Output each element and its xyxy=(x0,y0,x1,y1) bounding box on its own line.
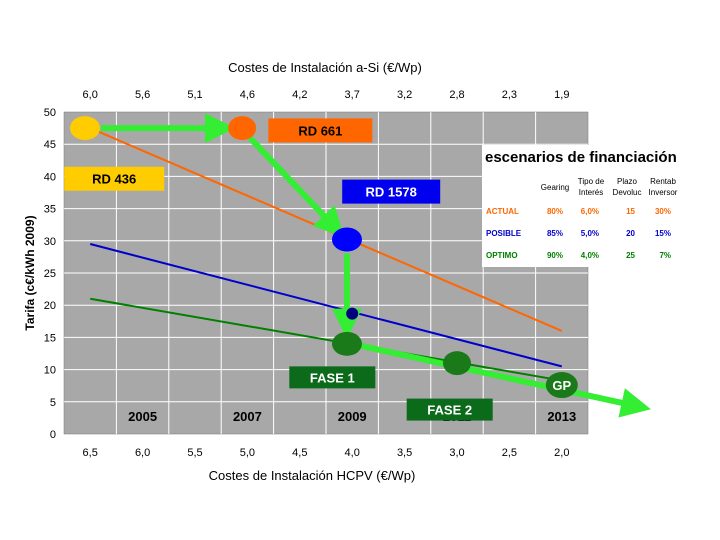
y-tick-labels: 0 5 10 15 20 25 30 35 40 45 50 xyxy=(44,107,56,441)
path-arrow-fase1-beyond xyxy=(360,342,651,418)
y-tick-label: 20 xyxy=(44,300,56,312)
label-text: RD 661 xyxy=(298,123,342,138)
scenarios-cell: 4,0% xyxy=(581,251,599,260)
label-box xyxy=(406,398,493,421)
top-tick-label: 4,2 xyxy=(292,89,307,101)
top-tick-label: 4,6 xyxy=(240,89,255,101)
scenarios-cell: 15% xyxy=(655,229,671,238)
path-arrow-rd661-rd1578 xyxy=(247,136,345,238)
bottom-axis-title: Costes de Instalación HCPV (€/Wp) xyxy=(209,468,416,483)
scenarios-title: escenarios de financiación xyxy=(485,149,677,166)
year-label: 2009 xyxy=(338,409,367,424)
scenarios-cell: 90% xyxy=(547,251,563,260)
label-text: FASE 2 xyxy=(427,403,472,418)
top-tick-label: 5,6 xyxy=(135,89,150,101)
y-tick-label: 35 xyxy=(44,204,56,216)
y-tick-label: 10 xyxy=(44,365,56,377)
top-tick-label: 5,1 xyxy=(187,89,202,101)
marker xyxy=(545,372,578,399)
scenarios-cell: 6,0% xyxy=(581,207,599,216)
bottom-tick-label: 3,5 xyxy=(397,447,412,459)
scenarios-cell: 20 xyxy=(626,229,635,238)
year-label: 2005 xyxy=(128,409,157,424)
marker xyxy=(228,116,257,141)
scenarios-column-header: Gearing xyxy=(541,183,569,192)
label-box xyxy=(268,118,373,143)
y-tick-label: 40 xyxy=(44,171,56,183)
scenarios-column-header: Plazo xyxy=(617,177,638,186)
scenarios-cell: 7% xyxy=(659,251,671,260)
marker xyxy=(346,307,359,320)
scenarios-column-header: Tipo de xyxy=(578,177,605,186)
scenarios-row-name: OPTIMO xyxy=(486,251,518,260)
scenarios-column-header: Interés xyxy=(579,188,603,197)
bottom-tick-label: 4,0 xyxy=(345,447,360,459)
scenarios-row-name: POSIBLE xyxy=(486,229,522,238)
label-text: RD 436 xyxy=(92,172,136,187)
y-tick-label: 25 xyxy=(44,268,56,280)
top-axis-title: Costes de Instalación a-Si (€/Wp) xyxy=(228,60,422,75)
y-tick-label: 45 xyxy=(44,139,56,151)
top-tick-label: 2,8 xyxy=(449,89,464,101)
annotation-labels: RD 436 RD 661 RD 1578 FASE 1 FASE 2 xyxy=(64,118,493,421)
scenarios-column-header: Rentab xyxy=(650,177,676,186)
marker xyxy=(69,116,100,141)
y-tick-label: 15 xyxy=(44,332,56,344)
top-tick-labels: 6,0 5,6 5,1 4,6 4,2 3,7 3,2 2,8 2,3 1,9 xyxy=(83,89,570,101)
marker xyxy=(331,331,362,356)
bottom-tick-label: 3,0 xyxy=(449,447,464,459)
scenarios-column-header: Devoluc xyxy=(613,188,642,197)
top-tick-label: 6,0 xyxy=(83,89,98,101)
marker xyxy=(443,351,471,376)
bottom-tick-label: 4,5 xyxy=(292,447,307,459)
scenarios-panel xyxy=(482,145,688,267)
bottom-tick-labels: 6,5 6,0 5,5 5,0 4,5 4,0 3,5 3,0 2,5 2,0 xyxy=(83,447,570,459)
scenarios-cell: 80% xyxy=(547,207,563,216)
bottom-tick-label: 2,5 xyxy=(502,447,517,459)
label-text: FASE 1 xyxy=(310,370,355,385)
label-box xyxy=(342,179,441,204)
year-label: 2013 xyxy=(547,409,576,424)
label-box xyxy=(64,166,165,191)
bottom-tick-label: 5,5 xyxy=(187,447,202,459)
y-tick-label: 30 xyxy=(44,236,56,248)
scenarios-row-name: ACTUAL xyxy=(486,207,519,216)
scenarios-cell: 15 xyxy=(626,207,635,216)
scenarios-cell: 25 xyxy=(626,251,635,260)
marker xyxy=(331,227,362,252)
top-tick-label: 2,3 xyxy=(502,89,517,101)
bottom-tick-label: 6,5 xyxy=(83,447,98,459)
bottom-tick-label: 5,0 xyxy=(240,447,255,459)
marker-label: GP xyxy=(552,378,571,393)
series-line xyxy=(89,243,563,368)
top-tick-label: 3,7 xyxy=(345,89,360,101)
bottom-tick-label: 6,0 xyxy=(135,447,150,459)
year-label: 2007 xyxy=(233,409,262,424)
y-tick-label: 5 xyxy=(50,397,56,409)
markers: GP xyxy=(69,116,578,399)
label-box xyxy=(289,366,376,389)
scenarios-table: Gearing Tipo de Interés Plazo Devoluc Rentab I… xyxy=(486,177,678,260)
scenarios-cell: 5,0% xyxy=(581,229,599,238)
y-axis-title: Tarifa (c€/kWh 2009) xyxy=(23,215,37,330)
series-line xyxy=(90,297,562,382)
scenarios-cell: 85% xyxy=(547,229,563,238)
bottom-tick-label: 2,0 xyxy=(554,447,569,459)
top-tick-label: 1,9 xyxy=(554,89,569,101)
scenarios-cell: 30% xyxy=(655,207,671,216)
scenarios-column-header: Inversor xyxy=(649,188,678,197)
y-tick-label: 0 xyxy=(50,429,56,441)
y-tick-label: 50 xyxy=(44,107,56,119)
top-tick-label: 3,2 xyxy=(397,89,412,101)
label-text: RD 1578 xyxy=(366,185,417,200)
